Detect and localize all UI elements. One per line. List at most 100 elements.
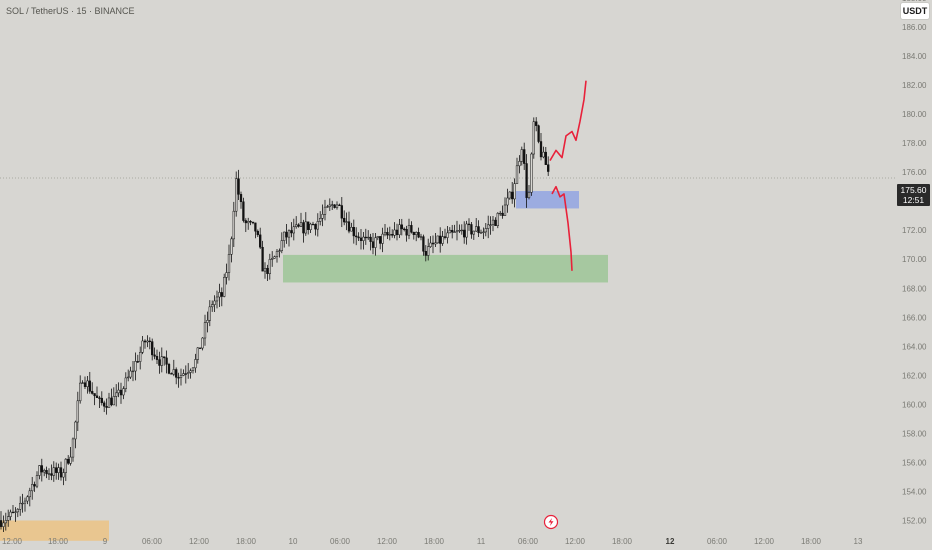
candle-body [141,340,144,353]
candle-body [415,232,418,235]
candle-body [436,235,439,244]
candle-body [278,250,281,252]
price-tick-label: 154.00 [902,487,927,496]
candle-body [218,292,221,298]
candle-body [208,306,211,321]
candle-body [31,484,34,492]
time-tick-label: 12:00 [754,537,775,546]
candle-body [86,380,89,387]
candle-body [191,367,195,371]
candle-body [359,237,363,241]
candle-body [283,231,286,241]
candle-body [199,347,202,349]
candle-body [0,520,3,527]
candle-body [62,472,65,478]
candle-body [179,375,183,378]
candle-countdown: 12:51 [902,195,925,205]
price-tick-label: 166.00 [902,313,927,322]
price-tick-label: 180.00 [902,110,927,119]
time-tick-label: 06:00 [330,537,351,546]
candle-body [79,382,82,402]
candle-body [501,212,504,216]
candle-body [38,465,41,476]
zones-layer [0,191,608,541]
candle-body [355,235,358,238]
green-zone[interactable] [283,254,608,283]
price-tick-label: 172.00 [902,226,927,235]
candle-body [167,364,171,374]
candle-body [83,382,87,387]
candle-body [527,192,531,198]
candle-body [470,224,473,235]
candle-body [467,223,471,226]
price-tick-label: 158.00 [902,429,927,438]
candle-body [539,141,543,158]
price-tick-label: 160.00 [902,400,927,409]
candle-body [139,352,142,362]
candle-body [69,456,72,464]
candle-body [239,194,243,203]
candle-body [484,228,487,233]
candle-body [439,235,442,244]
candle-body [155,356,159,360]
candle-body [271,257,274,260]
candle-body [98,397,101,399]
candle-body [40,465,43,473]
candle-body [357,236,360,239]
candle-body [412,231,415,235]
candle-body [76,400,79,423]
candle-body [163,356,166,359]
price-tick-label: 170.00 [902,255,927,264]
candle-body [81,382,84,384]
lightning-icon[interactable] [543,514,559,530]
candle-body [275,250,279,257]
candle-body [129,370,132,378]
candle-body [232,210,235,240]
candle-body [398,224,401,236]
projection-up-drawing[interactable] [549,80,587,161]
candle-body [506,197,509,206]
candle-body [110,397,113,406]
candle-body [448,229,451,234]
blue-zone[interactable] [516,191,579,209]
candle-body [59,467,63,478]
candle-body [304,221,307,234]
candle-body [290,230,293,234]
candle-body [537,125,540,142]
current-price-value: 175.60 [900,185,927,195]
candle-body [503,204,507,216]
candle-body [52,467,55,476]
candle-body [508,191,511,199]
currency-button[interactable]: USDT [900,2,930,20]
candle-body [7,516,10,521]
candle-body [381,233,384,244]
current-price-badge: 175.60 12:51 [897,184,930,206]
time-tick-label: 18:00 [48,537,69,546]
price-tick-label: 176.00 [902,168,927,177]
price-tick-label: 168.00 [902,284,927,293]
candle-body [175,369,178,378]
candle-body [249,221,252,223]
candle-body [227,254,231,273]
candle-body [285,231,288,238]
projection-down-drawing[interactable] [551,185,573,271]
candle-body [9,511,12,517]
candle-body [88,380,91,392]
candle-body [386,231,389,236]
candle-body [328,204,331,207]
candle-body [446,232,449,238]
orange-zone[interactable] [0,520,109,541]
candle-body [153,354,156,357]
candle-body [194,359,197,369]
candle-body [513,183,516,200]
candle-body [479,232,483,234]
candle-body [100,397,103,404]
candle-body [475,226,478,232]
candle-body [280,240,283,251]
candle-body [256,230,259,236]
candle-body [117,389,120,394]
candle-body [259,234,262,248]
drawings-layer [549,80,587,271]
time-tick-label: 11 [477,537,486,546]
